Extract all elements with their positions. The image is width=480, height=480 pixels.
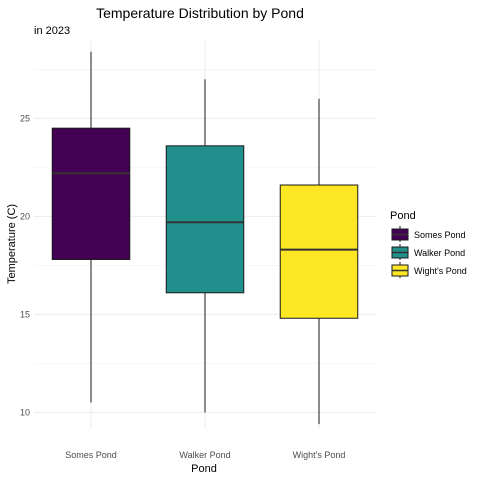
y-tick-label: 15: [20, 309, 30, 319]
y-axis-label: Temperature (C): [6, 204, 18, 284]
y-tick-label: 20: [20, 211, 30, 221]
box-iqr: [279, 184, 359, 319]
axis-ticks: 10 15 20 25 Somes Pond Walker Pond Wight's Pon…: [20, 113, 345, 460]
legend-item: Walker Pond: [391, 244, 465, 260]
legend-item: Somes Pond: [391, 226, 466, 242]
box-wight-s-pond: [279, 98, 359, 425]
legend-label: Walker Pond: [414, 248, 465, 258]
box-iqr: [51, 127, 131, 260]
x-tick-label: Walker Pond: [179, 450, 230, 460]
y-tick-label: 10: [20, 407, 30, 417]
legend: Pond Somes Pond Walker Pond Wight's Pond: [390, 210, 467, 278]
x-tick-label: Somes Pond: [65, 450, 117, 460]
x-tick-label: Wight's Pond: [293, 450, 346, 460]
legend-items: Somes Pond Walker Pond Wight's Pond: [391, 226, 467, 278]
y-tick-label: 25: [20, 113, 30, 123]
legend-title: Pond: [390, 210, 416, 222]
box-walker-pond: [165, 79, 245, 413]
box-iqr: [165, 145, 245, 294]
box-series: [51, 51, 359, 425]
chart-title: Temperature Distribution by Pond: [96, 5, 304, 21]
x-axis-label: Pond: [191, 463, 217, 475]
legend-label: Somes Pond: [414, 230, 466, 240]
box-somes-pond: [51, 51, 131, 403]
legend-label: Wight's Pond: [414, 266, 467, 276]
legend-item: Wight's Pond: [391, 262, 467, 278]
chart-subtitle: in 2023: [34, 25, 70, 37]
